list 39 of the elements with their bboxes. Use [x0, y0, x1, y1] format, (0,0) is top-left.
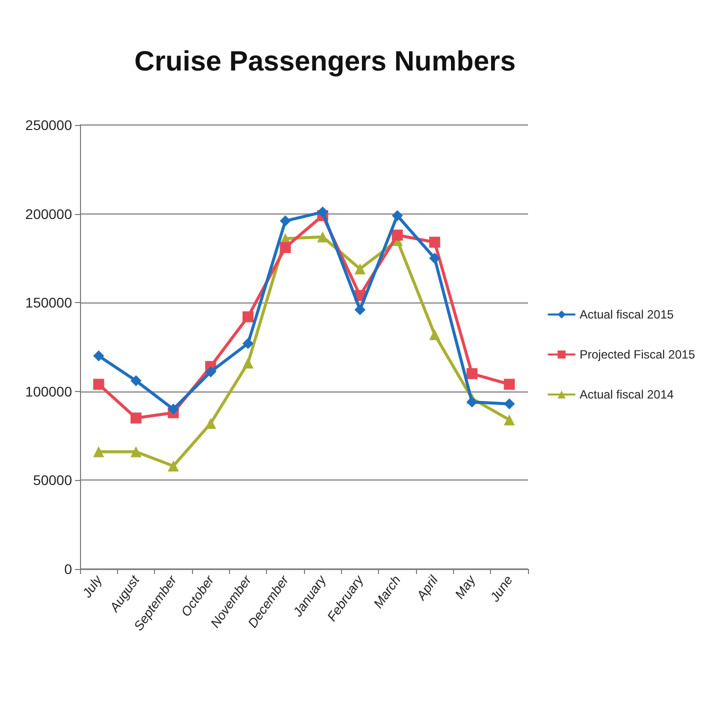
point [392, 230, 403, 241]
point [242, 311, 254, 322]
chart-title: Cruise Passengers Numbers [134, 46, 516, 76]
legend-label: Actual fiscal 2014 [580, 388, 674, 402]
legend-label: Projected Fiscal 2015 [580, 348, 696, 362]
point [280, 242, 291, 254]
point [242, 357, 254, 368]
point [205, 366, 216, 378]
point [93, 378, 104, 390]
point [93, 350, 104, 362]
point [205, 418, 216, 429]
point [354, 304, 366, 316]
point [504, 378, 515, 390]
point [242, 338, 254, 349]
point [429, 236, 440, 248]
point [504, 398, 515, 410]
point [354, 263, 366, 274]
point [168, 460, 179, 472]
point [93, 446, 104, 458]
point [317, 231, 328, 242]
y-tick-label: 100000 [25, 383, 72, 400]
point [504, 414, 515, 426]
y-tick-label: 250000 [25, 117, 72, 133]
point [429, 252, 440, 264]
point [466, 396, 478, 408]
point [317, 206, 328, 218]
y-tick-label: 150000 [25, 294, 72, 311]
point [130, 375, 142, 386]
y-tick-label: 0 [64, 561, 72, 577]
point [280, 215, 291, 226]
point [466, 368, 478, 380]
point [130, 412, 142, 424]
point [168, 404, 179, 415]
point [429, 329, 440, 340]
point [392, 210, 403, 222]
y-tick-label: 50000 [33, 472, 72, 488]
point [130, 446, 142, 458]
y-tick-label: 200000 [25, 206, 72, 222]
legend-label: Actual fiscal 2015 [580, 308, 674, 322]
